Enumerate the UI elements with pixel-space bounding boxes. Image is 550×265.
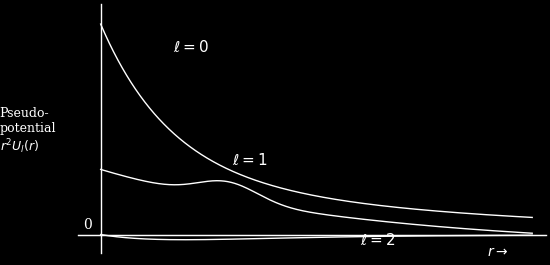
Text: $\ell = 2$: $\ell = 2$ bbox=[360, 232, 395, 248]
Text: 0: 0 bbox=[83, 218, 91, 232]
Text: $\ell = 1$: $\ell = 1$ bbox=[233, 152, 268, 169]
Text: $r \rightarrow$: $r \rightarrow$ bbox=[487, 245, 508, 259]
Text: Pseudo-
potential
$r^2U_l(r)$: Pseudo- potential $r^2U_l(r)$ bbox=[0, 107, 56, 156]
Text: $\ell = 0$: $\ell = 0$ bbox=[173, 39, 209, 55]
